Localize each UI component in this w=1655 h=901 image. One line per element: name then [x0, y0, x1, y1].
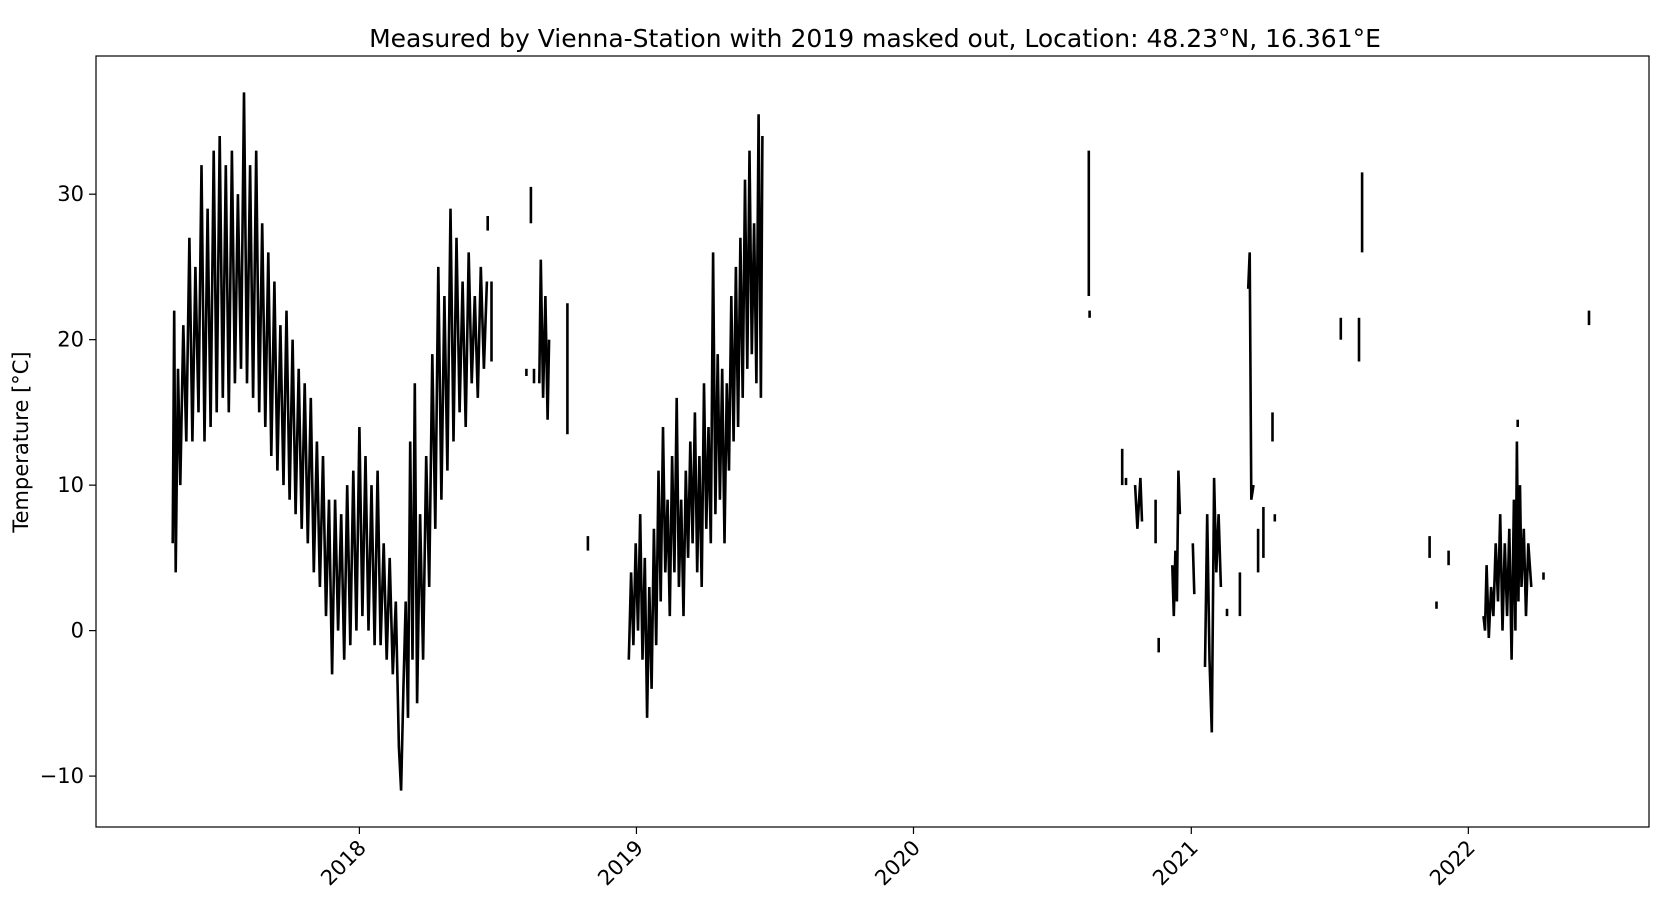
temperature-series-segment — [171, 92, 489, 791]
temperature-series-segment — [1246, 252, 1255, 500]
temperature-series-segment — [538, 259, 551, 420]
plot-lines — [171, 92, 1591, 791]
y-tick-label: 10 — [57, 473, 84, 497]
temperature-series-segment — [1482, 441, 1533, 660]
temperature-series-segment — [1203, 477, 1223, 733]
temperature-series-segment — [1171, 470, 1182, 617]
y-tick-label: 0 — [71, 619, 84, 643]
chart-title: Measured by Vienna-Station with 2019 mas… — [369, 24, 1381, 53]
y-tick-label: −10 — [40, 764, 84, 788]
y-axis-label: Temperature [°C] — [9, 351, 33, 533]
plot-frame — [95, 55, 1650, 828]
temperature-series-segment — [1191, 543, 1196, 595]
y-tick-label: 30 — [57, 182, 84, 206]
temperature-series-segment — [1133, 477, 1144, 529]
temperature-series-segment — [627, 114, 764, 718]
y-axis: −10 0 10 20 30 — [40, 182, 96, 788]
y-tick-label: 20 — [57, 328, 84, 352]
